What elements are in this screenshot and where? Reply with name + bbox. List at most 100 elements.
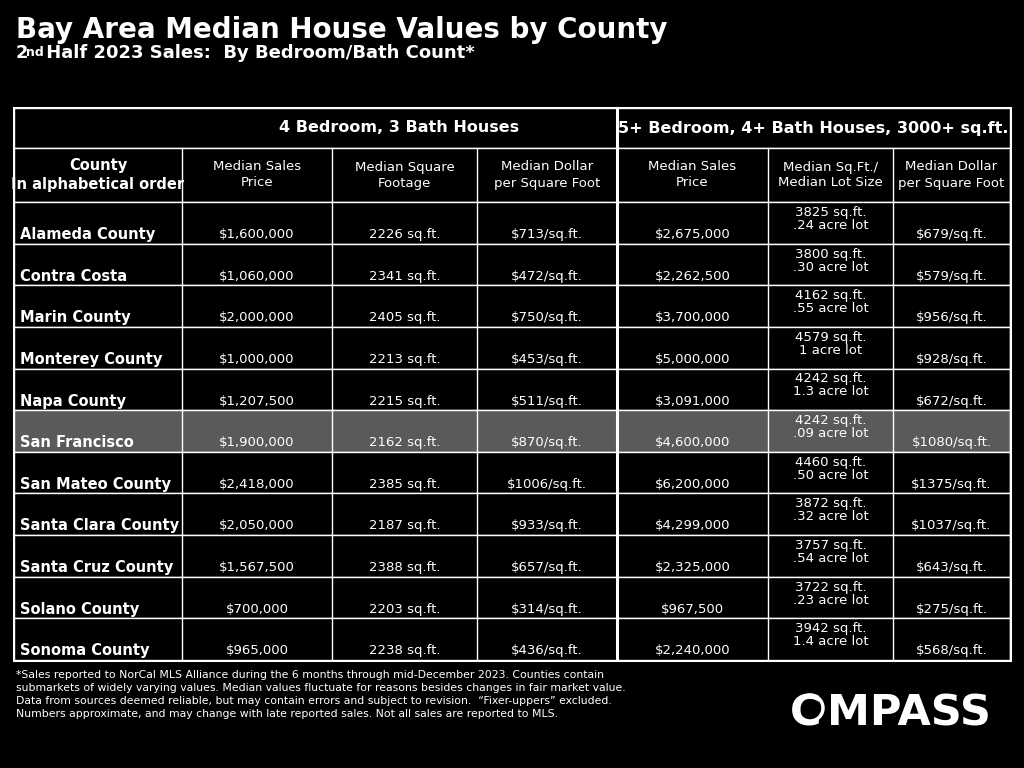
Text: Solano County: Solano County (20, 601, 139, 617)
Text: $713/sq.ft.: $713/sq.ft. (511, 228, 583, 241)
Text: $4,600,000: $4,600,000 (654, 436, 730, 449)
Text: Median Sales
Price: Median Sales Price (213, 161, 301, 190)
Text: 4162 sq.ft.: 4162 sq.ft. (795, 290, 866, 302)
Text: Contra Costa: Contra Costa (20, 269, 127, 283)
Text: County
In alphabetical order: County In alphabetical order (11, 158, 184, 192)
Text: $1,000,000: $1,000,000 (219, 353, 295, 366)
Text: Half 2023 Sales:  By Bedroom/Bath Count*: Half 2023 Sales: By Bedroom/Bath Count* (40, 44, 475, 62)
Text: $436/sq.ft.: $436/sq.ft. (511, 644, 583, 657)
Text: $700,000: $700,000 (225, 603, 289, 616)
Text: 1.4 acre lot: 1.4 acre lot (793, 635, 868, 648)
Text: C: C (790, 692, 821, 734)
Text: 4579 sq.ft.: 4579 sq.ft. (795, 331, 866, 344)
Text: 3825 sq.ft.: 3825 sq.ft. (795, 206, 866, 219)
Text: $657/sq.ft.: $657/sq.ft. (511, 561, 583, 574)
Text: 2238 sq.ft.: 2238 sq.ft. (369, 644, 440, 657)
Text: $1375/sq.ft.: $1375/sq.ft. (911, 478, 991, 491)
Bar (14, 108, 617, 148)
Text: $1080/sq.ft.: $1080/sq.ft. (911, 436, 991, 449)
Text: $314/sq.ft.: $314/sq.ft. (511, 603, 583, 616)
Bar (14, 577, 1010, 618)
Text: Median Sales
Price: Median Sales Price (648, 161, 736, 190)
Text: $3,700,000: $3,700,000 (654, 311, 730, 324)
Text: $956/sq.ft.: $956/sq.ft. (915, 311, 987, 324)
Text: 2203 sq.ft.: 2203 sq.ft. (369, 603, 440, 616)
Text: $2,000,000: $2,000,000 (219, 311, 295, 324)
Text: Median Dollar
per Square Foot: Median Dollar per Square Foot (494, 161, 600, 190)
Text: Data from sources deemed reliable, but may contain errors and subject to revisio: Data from sources deemed reliable, but m… (16, 696, 611, 706)
Bar (14, 535, 1010, 577)
Text: $679/sq.ft.: $679/sq.ft. (915, 228, 987, 241)
Text: submarkets of widely varying values. Median values fluctuate for reasons besides: submarkets of widely varying values. Med… (16, 683, 626, 693)
Text: $275/sq.ft.: $275/sq.ft. (915, 603, 987, 616)
Text: Napa County: Napa County (20, 393, 126, 409)
Text: $2,240,000: $2,240,000 (654, 644, 730, 657)
Text: 2213 sq.ft.: 2213 sq.ft. (369, 353, 440, 366)
Text: $928/sq.ft.: $928/sq.ft. (915, 353, 987, 366)
Text: San Mateo County: San Mateo County (20, 477, 171, 492)
Text: $579/sq.ft.: $579/sq.ft. (915, 270, 987, 283)
Text: $2,325,000: $2,325,000 (654, 561, 730, 574)
Text: 1 acre lot: 1 acre lot (799, 344, 862, 357)
Text: $5,000,000: $5,000,000 (654, 353, 730, 366)
Text: $568/sq.ft.: $568/sq.ft. (915, 644, 987, 657)
Text: 3800 sq.ft.: 3800 sq.ft. (795, 247, 866, 260)
Text: .30 acre lot: .30 acre lot (793, 260, 868, 273)
Text: Santa Cruz County: Santa Cruz County (20, 560, 173, 575)
Text: $2,050,000: $2,050,000 (219, 519, 295, 532)
Bar (617, 108, 1010, 148)
Text: $1,567,500: $1,567,500 (219, 561, 295, 574)
Bar (14, 494, 1010, 535)
Text: Median Dollar
per Square Foot: Median Dollar per Square Foot (898, 161, 1005, 190)
Text: $643/sq.ft.: $643/sq.ft. (915, 561, 987, 574)
Text: .23 acre lot: .23 acre lot (793, 594, 868, 607)
Text: nd: nd (26, 46, 44, 59)
Bar (14, 202, 1010, 243)
Text: MPASS: MPASS (827, 692, 991, 734)
Text: Monterey County: Monterey County (20, 352, 163, 367)
Text: 2215 sq.ft.: 2215 sq.ft. (369, 395, 440, 408)
Text: Numbers approximate, and may change with late reported sales. Not all sales are : Numbers approximate, and may change with… (16, 709, 558, 719)
Text: .24 acre lot: .24 acre lot (793, 219, 868, 232)
Text: 2341 sq.ft.: 2341 sq.ft. (369, 270, 440, 283)
Text: .09 acre lot: .09 acre lot (793, 427, 868, 440)
Text: 2: 2 (16, 44, 29, 62)
Text: $965,000: $965,000 (225, 644, 289, 657)
Text: 2405 sq.ft.: 2405 sq.ft. (369, 311, 440, 324)
Bar (14, 285, 1010, 327)
Text: Median Sq.Ft./
Median Lot Size: Median Sq.Ft./ Median Lot Size (778, 161, 883, 190)
Text: 4 Bedroom, 3 Bath Houses: 4 Bedroom, 3 Bath Houses (280, 121, 519, 135)
Text: Bay Area Median House Values by County: Bay Area Median House Values by County (16, 16, 668, 44)
Bar (14, 148, 1010, 202)
Text: 3942 sq.ft.: 3942 sq.ft. (795, 622, 866, 635)
Text: 4242 sq.ft.: 4242 sq.ft. (795, 372, 866, 386)
Text: 2385 sq.ft.: 2385 sq.ft. (369, 478, 440, 491)
Text: $1037/sq.ft.: $1037/sq.ft. (911, 519, 991, 532)
Text: $2,418,000: $2,418,000 (219, 478, 295, 491)
Text: $933/sq.ft.: $933/sq.ft. (511, 519, 583, 532)
Bar (14, 452, 1010, 494)
Bar (14, 327, 1010, 369)
Text: Alameda County: Alameda County (20, 227, 156, 242)
Text: 1.3 acre lot: 1.3 acre lot (793, 386, 868, 399)
Text: San Francisco: San Francisco (20, 435, 134, 450)
Text: .32 acre lot: .32 acre lot (793, 511, 868, 523)
Text: 2187 sq.ft.: 2187 sq.ft. (369, 519, 440, 532)
Text: $672/sq.ft.: $672/sq.ft. (915, 395, 987, 408)
Text: .54 acre lot: .54 acre lot (793, 552, 868, 565)
Text: $2,675,000: $2,675,000 (654, 228, 730, 241)
Text: 4242 sq.ft.: 4242 sq.ft. (795, 414, 866, 427)
Bar (14, 108, 1010, 660)
Text: 2162 sq.ft.: 2162 sq.ft. (369, 436, 440, 449)
Text: $453/sq.ft.: $453/sq.ft. (511, 353, 583, 366)
Text: .55 acre lot: .55 acre lot (793, 302, 868, 315)
Text: Santa Clara County: Santa Clara County (20, 518, 179, 534)
Text: $2,262,500: $2,262,500 (654, 270, 730, 283)
Text: 3872 sq.ft.: 3872 sq.ft. (795, 498, 866, 511)
Text: Median Square
Footage: Median Square Footage (354, 161, 455, 190)
Text: 4460 sq.ft.: 4460 sq.ft. (795, 455, 866, 468)
Text: $3,091,000: $3,091,000 (654, 395, 730, 408)
Text: Marin County: Marin County (20, 310, 131, 326)
Text: $750/sq.ft.: $750/sq.ft. (511, 311, 583, 324)
Text: Sonoma County: Sonoma County (20, 644, 150, 658)
